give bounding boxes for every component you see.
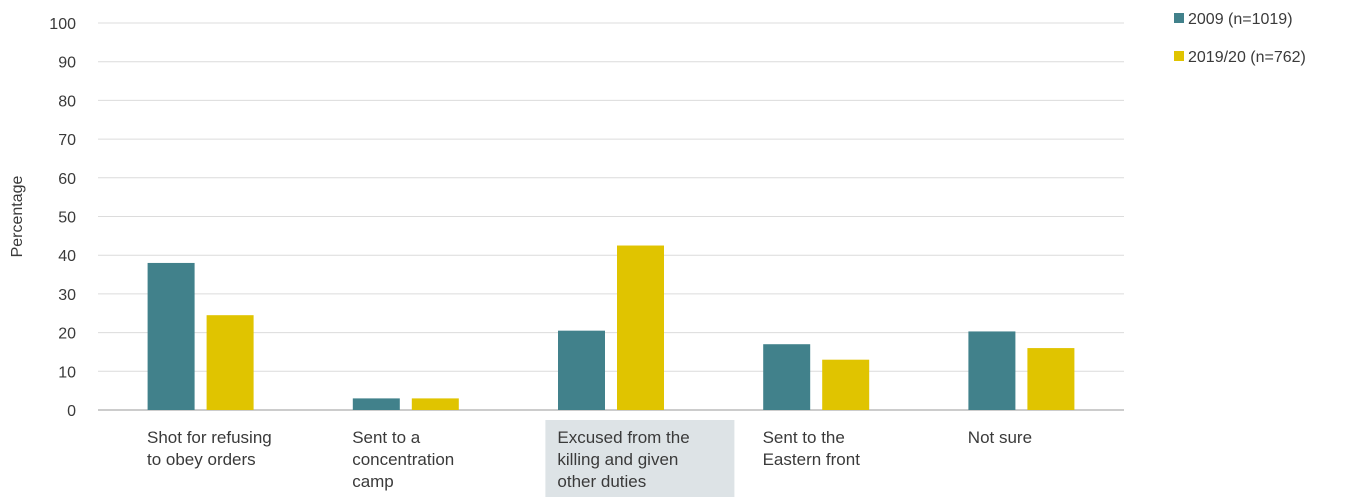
bar-series2 xyxy=(617,245,664,410)
bar-series1 xyxy=(968,331,1016,410)
bar-series2 xyxy=(1027,348,1075,410)
y-tick-label: 60 xyxy=(58,171,76,188)
bar-series1 xyxy=(763,344,811,410)
x-category-label: camp xyxy=(352,472,394,491)
bar-series2 xyxy=(411,398,459,410)
x-category-label: Sent to a xyxy=(352,428,421,447)
legend-swatch xyxy=(1174,13,1184,23)
bar-series1 xyxy=(147,262,195,410)
x-category-label: to obey orders xyxy=(147,450,256,469)
y-tick-label: 90 xyxy=(58,55,76,72)
y-tick-label: 20 xyxy=(58,326,76,343)
y-tick-label: 80 xyxy=(58,93,76,110)
y-tick-label: 70 xyxy=(58,132,76,149)
x-category-label: concentration xyxy=(352,450,454,469)
x-category-label: Shot for refusing xyxy=(147,428,272,447)
y-axis: 0 10 20 30 40 50 60 70 80 90 100 xyxy=(49,16,76,420)
y-tick-label: 30 xyxy=(58,287,76,304)
x-axis: Shot for refusing to obey orders Sent to a… xyxy=(147,428,1032,491)
gridlines xyxy=(98,22,1124,411)
bar-series2 xyxy=(206,315,254,410)
bar-series1 xyxy=(558,330,605,410)
category-highlight-box xyxy=(545,420,735,497)
legend-label: 2009 (n=1019) xyxy=(1188,11,1293,28)
legend: 2009 (n=1019) 2019/20 (n=762) xyxy=(1174,11,1306,66)
x-category-label: Sent to the xyxy=(763,428,845,447)
y-tick-label: 0 xyxy=(67,403,76,420)
legend-swatch xyxy=(1174,51,1184,61)
y-tick-label: 10 xyxy=(58,364,76,381)
y-tick-label: 40 xyxy=(58,248,76,265)
x-category-label: Excused from the xyxy=(557,428,689,447)
legend-label: 2019/20 (n=762) xyxy=(1188,49,1306,66)
x-category-label: Not sure xyxy=(968,428,1032,447)
y-tick-label: 50 xyxy=(58,210,76,227)
x-category-label: Eastern front xyxy=(763,450,861,469)
x-category-label: killing and given xyxy=(557,450,678,469)
bar-series2 xyxy=(822,359,870,410)
y-tick-label: 100 xyxy=(49,16,76,33)
bar-series1 xyxy=(352,398,400,410)
x-category-label: other duties xyxy=(557,472,646,491)
bars xyxy=(147,245,1075,410)
category-highlight xyxy=(545,420,735,497)
y-axis-label: Percentage xyxy=(9,175,26,257)
